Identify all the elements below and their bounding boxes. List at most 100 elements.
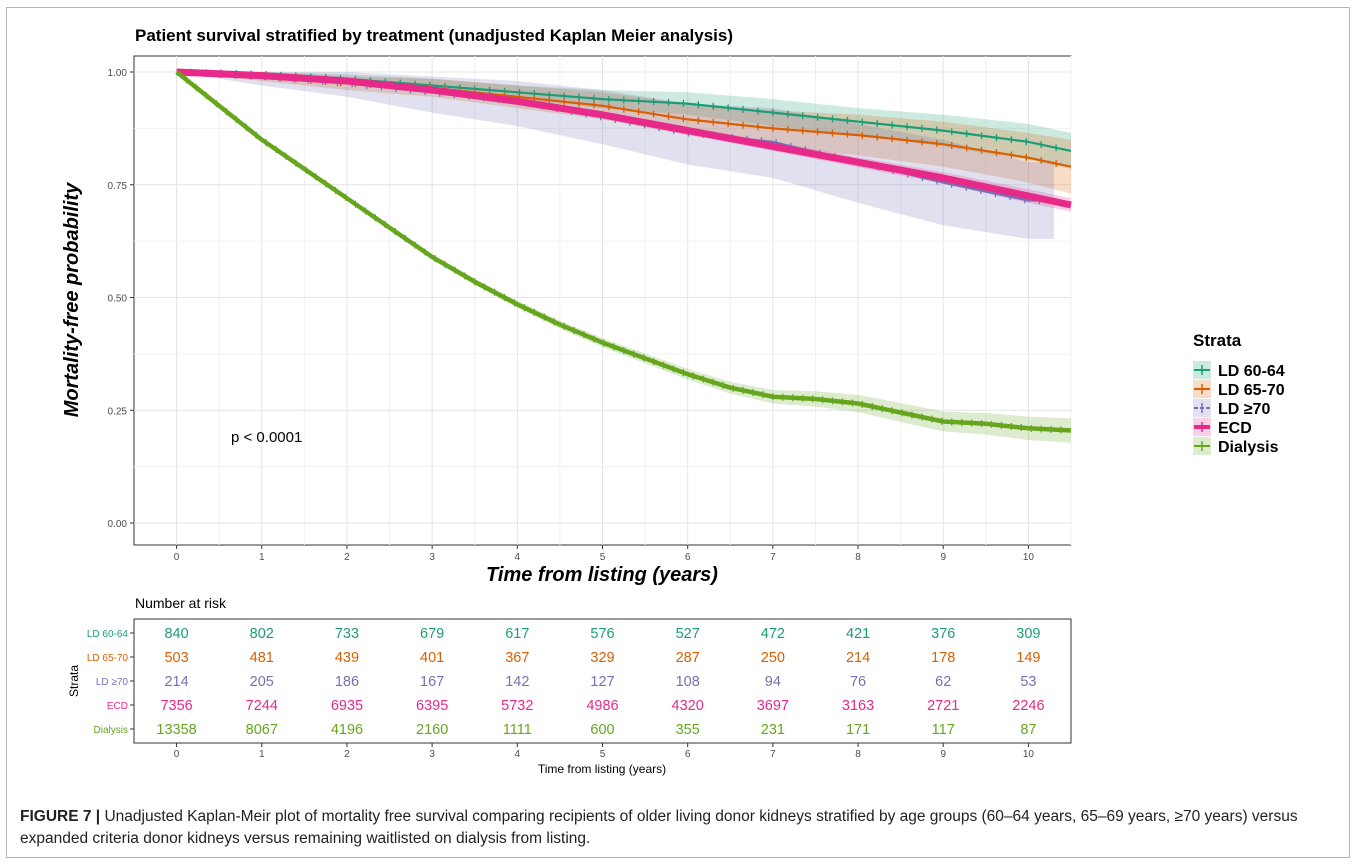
risk-value: 503: [164, 650, 188, 666]
risk-value: 2246: [1012, 698, 1044, 714]
figure-canvas: Patient survival stratified by treatment…: [61, 26, 1285, 776]
risk-x-tick-label: 9: [940, 749, 946, 760]
legend-label: LD ≥70: [1218, 401, 1270, 418]
risk-value: 214: [846, 650, 870, 666]
risk-value: 287: [676, 650, 700, 666]
risk-value: 167: [420, 674, 444, 690]
risk-value: 527: [676, 626, 700, 642]
y-tick-label: 1.00: [108, 68, 128, 79]
risk-value: 6935: [331, 698, 363, 714]
x-tick-label: 9: [940, 552, 946, 563]
risk-value: 13358: [156, 722, 196, 738]
survival-curves: [175, 68, 1072, 434]
risk-value: 472: [761, 626, 785, 642]
risk-value: 617: [505, 626, 529, 642]
risk-value: 840: [164, 626, 188, 642]
risk-value: 3697: [757, 698, 789, 714]
survival-curve: [176, 68, 1072, 209]
x-tick-label: 6: [685, 552, 691, 563]
risk-value: 117: [932, 722, 955, 738]
y-tick-label: 0.75: [108, 181, 128, 192]
ci-band: [176, 72, 1055, 239]
risk-value: 421: [846, 626, 870, 642]
risk-value: 367: [505, 650, 529, 666]
risk-value: 481: [250, 650, 274, 666]
risk-value: 53: [1020, 674, 1036, 690]
risk-value: 76: [850, 674, 866, 690]
legend-label: LD 60-64: [1218, 363, 1285, 380]
risk-x-tick-label: 10: [1023, 749, 1035, 760]
risk-value: 171: [846, 722, 870, 738]
figure-frame: [6, 7, 1350, 858]
risk-value: 178: [931, 650, 955, 666]
risk-value: 7244: [246, 698, 278, 714]
risk-x-tick-label: 2: [344, 749, 350, 760]
risk-table-y-label: Strata: [67, 665, 81, 697]
x-tick-label: 0: [174, 552, 180, 563]
risk-value: 4196: [331, 722, 363, 738]
risk-value: 355: [676, 722, 700, 738]
risk-value: 149: [1016, 650, 1040, 666]
risk-x-tick-label: 5: [600, 749, 606, 760]
p-value-annotation: p < 0.0001: [231, 429, 302, 446]
risk-table: LD 60-64 840 802 733 679 617 576 527 472 421 376 30…: [87, 626, 1045, 760]
y-tick-label: 0.25: [108, 406, 128, 417]
risk-row-label: Dialysis: [94, 725, 128, 736]
risk-value: 127: [590, 674, 614, 690]
risk-value: 62: [935, 674, 951, 690]
risk-value: 401: [420, 650, 444, 666]
risk-value: 376: [931, 626, 955, 642]
chart-title: Patient survival stratified by treatment…: [135, 26, 733, 45]
x-tick-label: 10: [1023, 552, 1035, 563]
risk-value: 3163: [842, 698, 874, 714]
x-tick-label: 5: [600, 552, 606, 563]
x-axis-label: Time from listing (years): [486, 564, 718, 586]
risk-value: 7356: [160, 698, 192, 714]
risk-row-label: LD 65-70: [87, 653, 129, 664]
risk-value: 733: [335, 626, 359, 642]
risk-value: 600: [590, 722, 614, 738]
legend-label: Dialysis: [1218, 439, 1279, 456]
risk-value: 5732: [501, 698, 533, 714]
risk-table-title: Number at risk: [135, 595, 227, 611]
legend-key: [1193, 437, 1211, 455]
risk-value: 87: [1020, 722, 1036, 738]
y-axis-label: Mortality-free probability: [61, 182, 83, 417]
risk-value: 94: [765, 674, 781, 690]
ci-band: [176, 72, 1072, 194]
y-tick-label: 0.50: [108, 294, 128, 305]
risk-value: 186: [335, 674, 359, 690]
caption-text: Unadjusted Kaplan-Meir plot of mortality…: [20, 808, 1298, 847]
risk-table-x-label: Time from listing (years): [538, 762, 666, 776]
risk-value: 250: [761, 650, 785, 666]
risk-value: 439: [335, 650, 359, 666]
legend-title: Strata: [1193, 331, 1242, 350]
plot-grid: [134, 56, 1072, 545]
x-tick-label: 8: [855, 552, 861, 563]
y-axis-ticks: 0.00 0.25 0.50 0.75 1.00: [108, 68, 134, 530]
legend-key: [1193, 418, 1211, 436]
ci-band: [176, 72, 1072, 169]
y-tick-label: 0.00: [108, 519, 128, 530]
risk-x-tick-label: 7: [770, 749, 776, 760]
risk-value: 802: [250, 626, 274, 642]
x-tick-label: 4: [515, 552, 521, 563]
risk-value: 6395: [416, 698, 448, 714]
risk-value: 576: [590, 626, 614, 642]
legend: LD 60-64 LD 65-70 LD ≥70 ECD Dialysis: [1193, 361, 1285, 456]
risk-table-panel: [133, 618, 1072, 744]
risk-x-tick-label: 8: [855, 749, 861, 760]
risk-x-tick-label: 4: [515, 749, 521, 760]
risk-value: 309: [1016, 626, 1040, 642]
risk-value: 108: [676, 674, 700, 690]
risk-value: 231: [761, 722, 785, 738]
x-tick-label: 3: [429, 552, 435, 563]
legend-label: LD 65-70: [1218, 382, 1285, 399]
risk-value: 142: [505, 674, 529, 690]
legend-key: [1193, 361, 1211, 379]
risk-value: 2160: [416, 722, 448, 738]
risk-value: 4320: [672, 698, 704, 714]
risk-row-label: LD 60-64: [87, 629, 129, 640]
confidence-bands: [176, 72, 1072, 443]
x-tick-label: 2: [344, 552, 350, 563]
